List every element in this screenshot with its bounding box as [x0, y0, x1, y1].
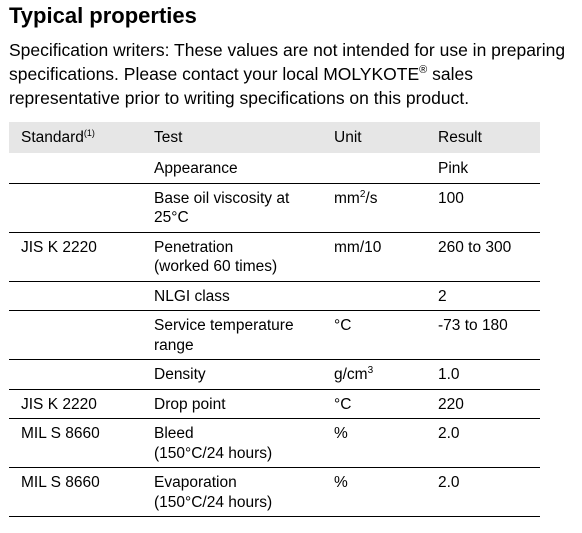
cell-test: Service temperature range — [142, 310, 322, 360]
cell-unit-text: % — [334, 474, 348, 491]
table-row: Appearance Pink — [9, 153, 540, 184]
cell-standard — [9, 310, 142, 360]
cell-standard — [9, 183, 142, 233]
header-standard: Standard(1) — [9, 122, 142, 153]
intro-text-continued: sales representative prior to writing sp… — [9, 64, 473, 108]
cell-standard — [9, 359, 142, 390]
cell-result: 2 — [426, 281, 540, 311]
cell-standard: MIL S 8660 — [9, 418, 142, 468]
cell-standard — [9, 153, 142, 184]
table-row: NLGI class 2 — [9, 281, 540, 311]
table-row: JIS K 2220 Penetration (worked 60 times)… — [9, 232, 540, 282]
header-unit: Unit — [322, 122, 426, 153]
cell-unit-exponent: 2 — [359, 188, 366, 200]
table-row: MIL S 8660 Bleed (150°C/24 hours) % 2.0 — [9, 418, 540, 468]
cell-standard: MIL S 8660 — [9, 467, 142, 517]
cell-standard: JIS K 2220 — [9, 232, 142, 282]
cell-result: -73 to 180 — [426, 310, 540, 360]
cell-test: Base oil viscosity at 25°C — [142, 183, 322, 233]
properties-table: Standard(1) Test Unit Result Appearance … — [9, 122, 540, 517]
registered-mark: ® — [419, 64, 428, 76]
cell-unit-suffix: /s — [365, 189, 378, 207]
cell-test: NLGI class — [142, 281, 322, 311]
cell-test: Evaporation (150°C/24 hours) — [142, 467, 322, 517]
cell-result: 1.0 — [426, 359, 540, 390]
cell-unit-exponent: 3 — [367, 365, 374, 376]
cell-unit-text: °C — [334, 317, 352, 334]
table-row: JIS K 2220 Drop point °C 220 — [9, 389, 540, 419]
cell-unit-text: % — [334, 425, 348, 442]
cell-unit-text: mm/10 — [334, 238, 382, 256]
cell-unit — [322, 153, 426, 184]
intro-text: Specification writers: These values are … — [9, 40, 566, 84]
cell-unit: g/cm3 — [322, 359, 426, 390]
cell-unit: mm2/s — [322, 183, 426, 233]
cell-result: 2.0 — [426, 467, 540, 517]
table-row: Base oil viscosity at 25°C mm2/s 100 — [9, 183, 540, 233]
cell-unit: % — [322, 418, 426, 468]
cell-unit: °C — [322, 389, 426, 419]
header-standard-label: Standard — [21, 128, 84, 146]
cell-unit-text: g/cm — [334, 366, 368, 383]
cell-test: Appearance — [142, 153, 322, 184]
cell-unit: mm/10 — [322, 232, 426, 282]
table-header-row: Standard(1) Test Unit Result — [9, 122, 540, 153]
cell-test: Bleed (150°C/24 hours) — [142, 418, 322, 468]
intro-paragraph: Specification writers: These values are … — [9, 38, 575, 110]
cell-result: 2.0 — [426, 418, 540, 468]
cell-unit-text: °C — [334, 395, 352, 413]
table-row: MIL S 8660 Evaporation (150°C/24 hours) … — [9, 467, 540, 517]
cell-result: 100 — [426, 183, 540, 233]
header-result: Result — [426, 122, 540, 153]
cell-unit: °C — [322, 310, 426, 360]
cell-standard: JIS K 2220 — [9, 389, 142, 419]
table-row: Service temperature range °C -73 to 180 — [9, 310, 540, 360]
header-test: Test — [142, 122, 322, 153]
footnote-marker: (1) — [83, 127, 95, 138]
cell-test: Penetration (worked 60 times) — [142, 232, 322, 282]
cell-standard — [9, 281, 142, 311]
cell-test: Density — [142, 359, 322, 390]
section-title: Typical properties — [9, 3, 197, 28]
cell-result: 260 to 300 — [426, 232, 540, 282]
cell-test: Drop point — [142, 389, 322, 419]
table-row: Density g/cm3 1.0 — [9, 359, 540, 390]
cell-result: Pink — [426, 153, 540, 184]
cell-unit-text: mm — [334, 189, 360, 207]
cell-unit — [322, 281, 426, 311]
cell-result: 220 — [426, 389, 540, 419]
cell-unit: % — [322, 467, 426, 517]
